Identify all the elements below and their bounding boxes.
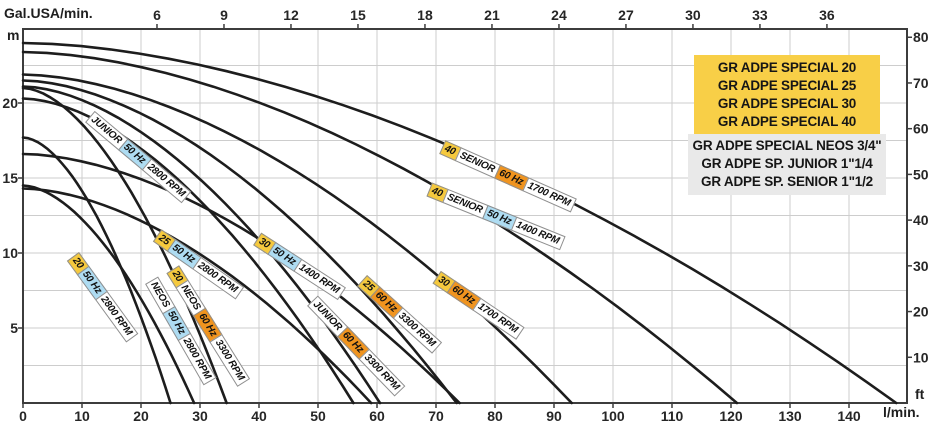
top-axis-unit-label: Gal.USA/min. (4, 5, 93, 21)
gal-tick-label: 24 (551, 7, 567, 23)
x-tick-label: 30 (192, 408, 208, 424)
curve-20-neos-60hz (21, 86, 228, 405)
legend-item: GR ADPE SPECIAL 30 (717, 96, 857, 111)
m-tick-label: 10 (2, 245, 18, 261)
gal-tick-label: 15 (350, 7, 366, 23)
legend: GR ADPE SPECIAL 20 GR ADPE SPECIAL 25 GR… (688, 55, 886, 195)
x-tick-label: 60 (369, 408, 385, 424)
ft-tick-label: 80 (913, 29, 929, 45)
x-tick-label: 120 (719, 408, 743, 424)
curve-25-50hz (21, 187, 373, 405)
plot-border (22, 28, 908, 404)
gal-tick-label: 6 (153, 7, 161, 23)
curve-neos-50hz (21, 184, 196, 405)
gal-tick-label: 27 (618, 7, 634, 23)
curve-30-50hz (21, 152, 461, 405)
curve-25-60hz (21, 79, 458, 405)
ft-tick-label: 70 (913, 75, 929, 91)
legend-special-box: GR ADPE SPECIAL 20 GR ADPE SPECIAL 25 GR… (694, 55, 880, 134)
x-tick-label: 40 (251, 408, 267, 424)
x-tick-label: 20 (133, 408, 149, 424)
ft-tick-label: 60 (913, 121, 929, 137)
curve-20-50hz (21, 136, 172, 405)
ft-tick-label: 40 (913, 212, 929, 228)
x-tick-label: 100 (601, 408, 625, 424)
legend-item: GR ADPE SPECIAL 40 (717, 114, 857, 129)
gal-tick-label: 21 (484, 7, 500, 23)
left-axis-unit-label: m (7, 27, 20, 43)
m-tick-label: 15 (2, 170, 18, 186)
gal-tick-label: 33 (752, 7, 768, 23)
x-tick-label: 80 (487, 408, 503, 424)
x-tick-label: 50 (310, 408, 326, 424)
gal-tick-label: 9 (220, 7, 228, 23)
gal-tick-label: 18 (417, 7, 433, 23)
legend-item: GR ADPE SPECIAL NEOS 3/4" (692, 138, 882, 153)
m-tick-label: 5 (10, 320, 18, 336)
x-tick-label: 0 (19, 408, 27, 424)
gal-tick-label: 12 (283, 7, 299, 23)
x-tick-label: 110 (661, 408, 684, 424)
x-tick-label: 130 (778, 408, 802, 424)
legend-other-box: GR ADPE SPECIAL NEOS 3/4" GR ADPE SP. JU… (688, 134, 886, 195)
x-tick-label: 70 (428, 408, 444, 424)
m-tick-label: 20 (2, 95, 18, 111)
x-tick-label: 140 (837, 408, 861, 424)
curve-40-senior-50hz (21, 50, 739, 405)
legend-item: GR ADPE SP. JUNIOR 1"1/4 (701, 156, 873, 171)
legend-item: GR ADPE SP. SENIOR 1"1/2 (701, 174, 873, 189)
ft-tick-label: 30 (913, 258, 929, 274)
legend-item: GR ADPE SPECIAL 20 (717, 60, 857, 75)
right-axis-unit-label: ft (915, 386, 925, 402)
ft-tick-label: 20 (913, 304, 929, 320)
gal-tick-label: 36 (819, 7, 835, 23)
ft-tick-label: 50 (913, 166, 929, 182)
bottom-axis-unit-label: l/min. (883, 404, 920, 420)
x-tick-label: 90 (546, 408, 562, 424)
gal-tick-label: 30 (685, 7, 701, 23)
x-tick-label: 10 (74, 408, 90, 424)
ft-tick-label: 10 (913, 349, 929, 365)
legend-item: GR ADPE SPECIAL 25 (717, 78, 857, 93)
